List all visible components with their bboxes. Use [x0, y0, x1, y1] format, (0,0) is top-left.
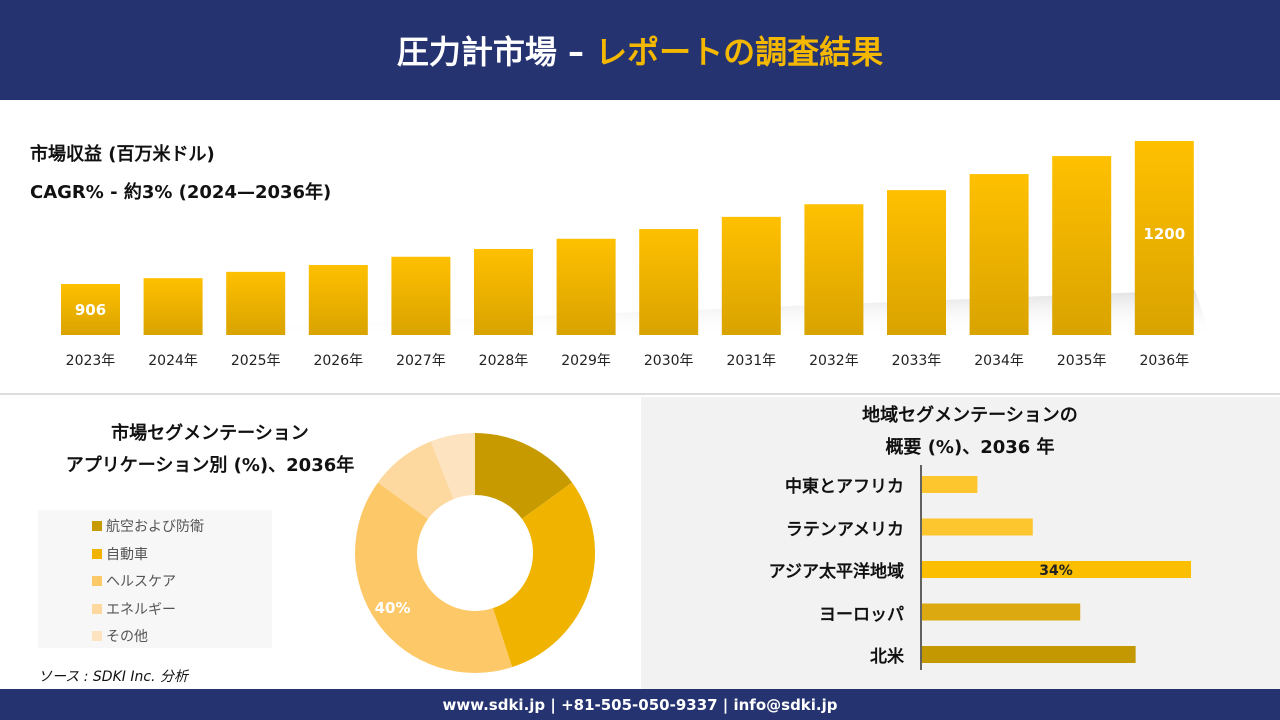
- x-tick-label: 2025年: [231, 353, 281, 369]
- donut-slice-ヘルスケア: [355, 482, 513, 673]
- x-tick-label: 2033年: [892, 353, 942, 369]
- region-title-line1: 地域セグメンテーションの: [862, 405, 1078, 426]
- legend-swatch: [92, 521, 102, 531]
- title-main: 圧力計市場 –: [396, 33, 584, 71]
- region-panel: [641, 397, 1280, 689]
- pie-legend: 航空および防衛 自動車ヘルスケアエネルギーその他: [38, 510, 272, 648]
- region-label: ラテンアメリカ: [785, 519, 904, 540]
- donut-slice-エネルギー: [377, 441, 454, 519]
- legend-swatch: [92, 631, 102, 641]
- bar-2023年: [61, 284, 120, 335]
- revenue-bar-chart: 2023年 906 2024年 2025年 2026年 2027年 2028年 2029年 20…: [60, 141, 1210, 369]
- x-tick-label: 2032年: [809, 353, 859, 369]
- bar-2033年: [887, 190, 946, 335]
- x-tick-label: 2028年: [479, 353, 529, 369]
- x-tick-label: 2036年: [1139, 353, 1189, 369]
- page-header: 圧力計市場 – レポートの調査結果: [0, 0, 1280, 100]
- legend-item: その他: [92, 626, 148, 646]
- x-tick-label: 2029年: [561, 353, 611, 369]
- region-label: ヨーロッパ: [819, 604, 904, 625]
- legend-label: その他: [106, 629, 148, 645]
- region-label: アジア太平洋地域: [768, 562, 904, 582]
- bar-2034年: [969, 174, 1029, 335]
- legend-label: 航空および防衛: [106, 519, 204, 535]
- footer-contact: www.sdki.jp | +81-505-050-9337 | info@sd…: [0, 689, 1280, 720]
- bar-2032年: [804, 204, 864, 335]
- x-tick-label: 2031年: [726, 353, 776, 369]
- bar-2025年: [226, 271, 286, 335]
- revenue-subtitle: 市場収益 (百万米ドル): [30, 144, 215, 165]
- slice-data-label: 40%: [375, 599, 411, 617]
- legend-swatch: [92, 576, 102, 586]
- bar-2029年: [556, 238, 616, 335]
- legend-label: エネルギー: [106, 601, 176, 618]
- bar-data-label: 1200: [1143, 225, 1185, 243]
- legend-label: 自動車: [106, 546, 148, 563]
- donut-slice-その他: [430, 433, 475, 500]
- region-title-line2: 概要 (%)、2036 年: [885, 437, 1055, 458]
- donut-slice-自動車: [492, 482, 595, 668]
- source-note: ソース : SDKI Inc. 分析: [38, 669, 188, 685]
- legend-item: 自動車: [92, 544, 148, 564]
- x-tick-label: 2026年: [313, 353, 363, 369]
- bar-data-label: 906: [75, 301, 106, 319]
- application-donut-chart: 40%: [355, 433, 595, 673]
- x-tick-label: 2027年: [396, 353, 446, 369]
- region-title: 地域セグメンテーションの 概要 (%)、2036 年: [760, 400, 1180, 464]
- legend-item: 航空および防衛: [92, 516, 204, 536]
- bar-2026年: [308, 265, 368, 335]
- divider: [0, 393, 1280, 395]
- donut-slice-航空および防衛: [475, 433, 573, 519]
- x-tick-label: 2035年: [1057, 353, 1107, 369]
- cagr-subtitle: CAGR% - 約3% (2024—2036年): [30, 182, 332, 203]
- legend-label: ヘルスケア: [106, 574, 176, 590]
- bar-2035年: [1052, 156, 1112, 335]
- region-label: 中東とアフリカ: [785, 477, 904, 497]
- region-label: 北米: [870, 647, 904, 667]
- title-accent: レポートの調査結果: [595, 33, 884, 71]
- legend-item: ヘルスケア: [92, 571, 176, 591]
- segment-title-line1: 市場セグメンテーション: [111, 423, 309, 444]
- x-tick-label: 2030年: [644, 353, 694, 369]
- segment-title-line2: アプリケーション別 (%)、2036年: [65, 455, 355, 476]
- bar-2030年: [639, 229, 699, 335]
- legend-swatch: [92, 603, 102, 614]
- legend-swatch: [92, 548, 102, 559]
- bar-2028年: [474, 248, 533, 335]
- bar-2024年: [143, 278, 203, 335]
- x-tick-label: 2024年: [148, 353, 198, 369]
- bar-2027年: [391, 256, 451, 335]
- bar-2036年: [1134, 141, 1194, 335]
- segment-title: 市場セグメンテーション アプリケーション別 (%)、2036年: [20, 418, 400, 482]
- x-tick-label: 2034年: [974, 353, 1024, 369]
- bar-2031年: [721, 216, 781, 335]
- x-tick-label: 2023年: [66, 353, 116, 369]
- legend-item: エネルギー: [92, 599, 176, 619]
